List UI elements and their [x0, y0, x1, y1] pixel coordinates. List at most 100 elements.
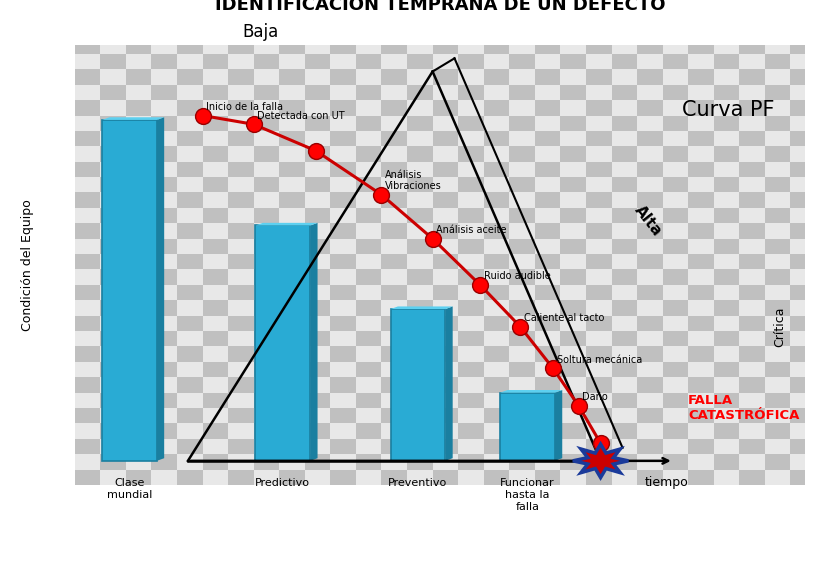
Bar — [279, 424, 305, 439]
Bar — [612, 316, 637, 331]
Bar — [305, 377, 330, 393]
Bar — [391, 309, 446, 461]
Bar — [637, 316, 662, 331]
Bar — [382, 223, 407, 239]
Bar — [458, 100, 484, 116]
Text: FALLA
CATASTRÓFICA: FALLA CATASTRÓFICA — [688, 394, 799, 422]
Bar — [535, 69, 560, 85]
Bar — [560, 408, 586, 424]
Bar — [407, 116, 432, 131]
Bar — [126, 316, 151, 331]
Bar — [151, 131, 177, 146]
Bar — [484, 362, 510, 377]
Bar — [560, 192, 586, 208]
Bar — [330, 362, 356, 377]
Bar — [458, 470, 484, 485]
Bar — [510, 131, 535, 146]
Bar — [458, 177, 484, 192]
Bar — [177, 439, 203, 454]
Bar — [688, 393, 714, 408]
Bar — [714, 162, 740, 177]
Bar — [816, 100, 830, 116]
Bar — [228, 23, 254, 38]
Bar — [228, 346, 254, 362]
Bar — [126, 408, 151, 424]
Bar — [75, 346, 100, 362]
Bar — [740, 408, 765, 424]
Bar — [510, 377, 535, 393]
Bar — [510, 470, 535, 485]
Point — [514, 322, 527, 331]
Bar — [612, 223, 637, 239]
Bar — [586, 408, 612, 424]
Bar — [535, 38, 560, 54]
Bar — [765, 424, 790, 439]
Bar — [254, 239, 279, 254]
Bar — [458, 424, 484, 439]
Bar — [279, 192, 305, 208]
Bar — [560, 100, 586, 116]
Bar — [765, 208, 790, 223]
Bar — [407, 223, 432, 239]
Bar — [151, 424, 177, 439]
Bar — [740, 116, 765, 131]
Bar — [816, 146, 830, 162]
Bar — [612, 454, 637, 470]
Bar — [765, 331, 790, 346]
Bar — [637, 162, 662, 177]
Bar — [662, 316, 688, 331]
Bar — [228, 408, 254, 424]
Bar — [382, 54, 407, 69]
Bar — [177, 285, 203, 300]
Bar — [714, 393, 740, 408]
Text: Análisis
Vibraciones: Análisis Vibraciones — [385, 170, 442, 191]
Text: Baja: Baja — [243, 23, 279, 41]
Bar — [75, 470, 100, 485]
Bar — [586, 300, 612, 316]
Bar — [662, 362, 688, 377]
Bar — [382, 116, 407, 131]
Bar — [254, 146, 279, 162]
Bar — [126, 131, 151, 146]
Bar — [714, 23, 740, 38]
Bar — [612, 162, 637, 177]
Bar — [612, 100, 637, 116]
Bar — [279, 377, 305, 393]
Bar — [688, 300, 714, 316]
Bar — [177, 100, 203, 116]
Bar — [203, 162, 228, 177]
Bar — [203, 208, 228, 223]
Bar — [662, 23, 688, 38]
Bar — [254, 85, 279, 100]
Bar — [586, 270, 612, 285]
Bar — [510, 223, 535, 239]
Bar — [432, 362, 458, 377]
Bar — [535, 254, 560, 270]
Bar — [560, 331, 586, 346]
Bar — [765, 254, 790, 270]
Bar — [279, 38, 305, 54]
Bar — [177, 362, 203, 377]
Bar — [151, 439, 177, 454]
Bar — [816, 362, 830, 377]
Bar — [151, 192, 177, 208]
Bar — [586, 116, 612, 131]
Bar — [382, 162, 407, 177]
Bar — [356, 85, 382, 100]
Bar — [765, 69, 790, 85]
Bar — [75, 439, 100, 454]
Bar — [279, 54, 305, 69]
Bar — [203, 470, 228, 485]
Bar — [305, 177, 330, 192]
Bar — [100, 254, 126, 270]
Bar — [500, 393, 555, 461]
Bar — [790, 393, 816, 408]
Bar — [790, 316, 816, 331]
Bar — [356, 192, 382, 208]
Bar — [714, 316, 740, 331]
Bar — [151, 54, 177, 69]
Bar — [586, 38, 612, 54]
Bar — [254, 408, 279, 424]
Bar — [510, 285, 535, 300]
Bar — [177, 131, 203, 146]
